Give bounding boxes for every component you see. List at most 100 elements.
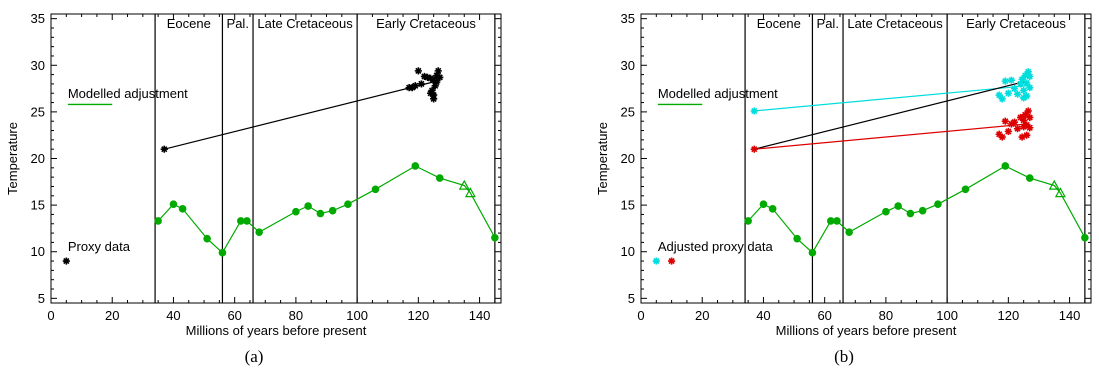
plot-frame — [640, 13, 1092, 304]
proxy-data-point — [420, 72, 429, 81]
proxy-data-point — [417, 80, 426, 88]
x-tick-label: 100 — [936, 308, 958, 323]
y-tick-label: 25 — [31, 104, 45, 119]
model-point — [793, 234, 801, 243]
proxy-data-point — [430, 91, 438, 99]
model-point — [292, 207, 300, 216]
proxy-data-point — [1004, 89, 1012, 97]
model-point — [906, 209, 915, 218]
proxy-data-point — [1020, 94, 1028, 102]
period-label: Pal. — [227, 16, 249, 31]
proxy-data-point — [428, 86, 436, 95]
x-tick-label: 120 — [407, 308, 429, 323]
model-point — [1081, 233, 1089, 242]
model-point — [435, 174, 444, 182]
x-tick-label: 0 — [637, 308, 644, 323]
x-tick-label: 20 — [105, 308, 119, 323]
legend-label-proxy: Proxy data — [68, 239, 131, 254]
proxy-data-point — [434, 67, 442, 75]
y-tick-label: 15 — [31, 198, 45, 213]
proxy-data-point — [408, 84, 416, 92]
x-tick-label: 40 — [166, 308, 180, 323]
proxy-trend-line — [754, 123, 1027, 150]
x-tick-label: 100 — [346, 308, 368, 323]
proxy-data-point — [1021, 111, 1029, 119]
period-label: Late Cretaceous — [257, 16, 353, 31]
proxy-trend-line — [754, 80, 1027, 150]
proxy-data-point — [1018, 75, 1026, 83]
proxy-data-point — [1026, 72, 1034, 81]
proxy-data-point — [1001, 77, 1009, 85]
model-point — [744, 217, 752, 225]
proxy-data-point — [995, 91, 1003, 99]
model-point — [894, 202, 902, 210]
y-tick-label: 10 — [621, 244, 635, 259]
model-point — [328, 206, 337, 215]
model-point — [243, 217, 251, 225]
proxy-trend-line — [164, 80, 437, 150]
legend-label-proxy: Adjusted proxy data — [658, 239, 774, 254]
period-label: Eocene — [167, 16, 211, 31]
proxy-data-point — [433, 71, 441, 80]
model-point-triangle — [464, 187, 476, 198]
model-point — [236, 217, 245, 225]
model-point — [768, 205, 777, 213]
x-tick-label: 80 — [879, 308, 893, 323]
model-point — [491, 233, 499, 242]
x-tick-label: 80 — [289, 308, 303, 323]
proxy-data-point — [750, 107, 758, 115]
y-tick-label: 35 — [31, 11, 45, 26]
x-tick-label: 40 — [756, 308, 770, 323]
proxy-data-point — [1013, 90, 1022, 98]
y-tick-label: 15 — [621, 198, 635, 213]
period-label: Early Cretaceous — [376, 16, 476, 31]
proxy-data-point — [426, 74, 435, 82]
model-point — [203, 234, 211, 243]
y-tick-label: 25 — [621, 104, 635, 119]
proxy-data-point — [430, 76, 438, 84]
proxy-data-point — [1020, 86, 1028, 95]
proxy-data-point — [433, 78, 441, 86]
model-point — [218, 248, 227, 257]
y-axis-label: Temperature — [595, 122, 610, 195]
model-point — [833, 217, 841, 225]
legend-proxy-marker — [62, 257, 70, 265]
model-point — [1025, 174, 1034, 182]
x-tick-label: 140 — [1059, 308, 1081, 323]
legend-label-model: Modelled adjustment — [658, 86, 778, 101]
x-tick-label: 120 — [997, 308, 1019, 323]
model-point-triangle — [458, 179, 470, 190]
panel-caption: (b) — [834, 347, 854, 366]
model-point — [845, 228, 853, 236]
legend-proxy-marker — [652, 257, 660, 265]
proxy-data-point — [998, 95, 1006, 103]
proxy-data-point — [1024, 68, 1032, 76]
proxy-data-point — [1010, 84, 1019, 93]
model-point — [1001, 162, 1010, 170]
model-point-triangle — [1048, 179, 1060, 190]
panel-b: 0 20 40 60 80 100 120 140 5 10 15 20 25 30 35 Millions … — [595, 11, 1092, 366]
proxy-data-point — [1004, 127, 1012, 136]
proxy-data-point — [1001, 117, 1009, 125]
proxy-data-point — [1023, 92, 1031, 100]
y-tick-label: 30 — [621, 58, 635, 73]
proxy-data-point — [436, 73, 444, 81]
proxy-data-point — [750, 145, 758, 153]
model-point — [154, 217, 162, 225]
y-tick-label: 20 — [621, 151, 635, 166]
model-point — [316, 209, 325, 218]
proxy-data-point — [995, 130, 1003, 138]
model-point — [918, 206, 927, 215]
x-tick-label: 20 — [695, 308, 709, 323]
model-point — [178, 205, 187, 213]
proxy-data-point — [1021, 71, 1029, 80]
model-point — [371, 185, 380, 194]
x-tick-label: 60 — [227, 308, 241, 323]
model-point — [934, 200, 942, 208]
proxy-data-point — [1013, 125, 1022, 133]
proxy-trend-line — [754, 85, 1027, 112]
model-point — [411, 162, 420, 170]
proxy-data-point — [430, 95, 438, 103]
y-tick-label: 5 — [628, 291, 635, 306]
